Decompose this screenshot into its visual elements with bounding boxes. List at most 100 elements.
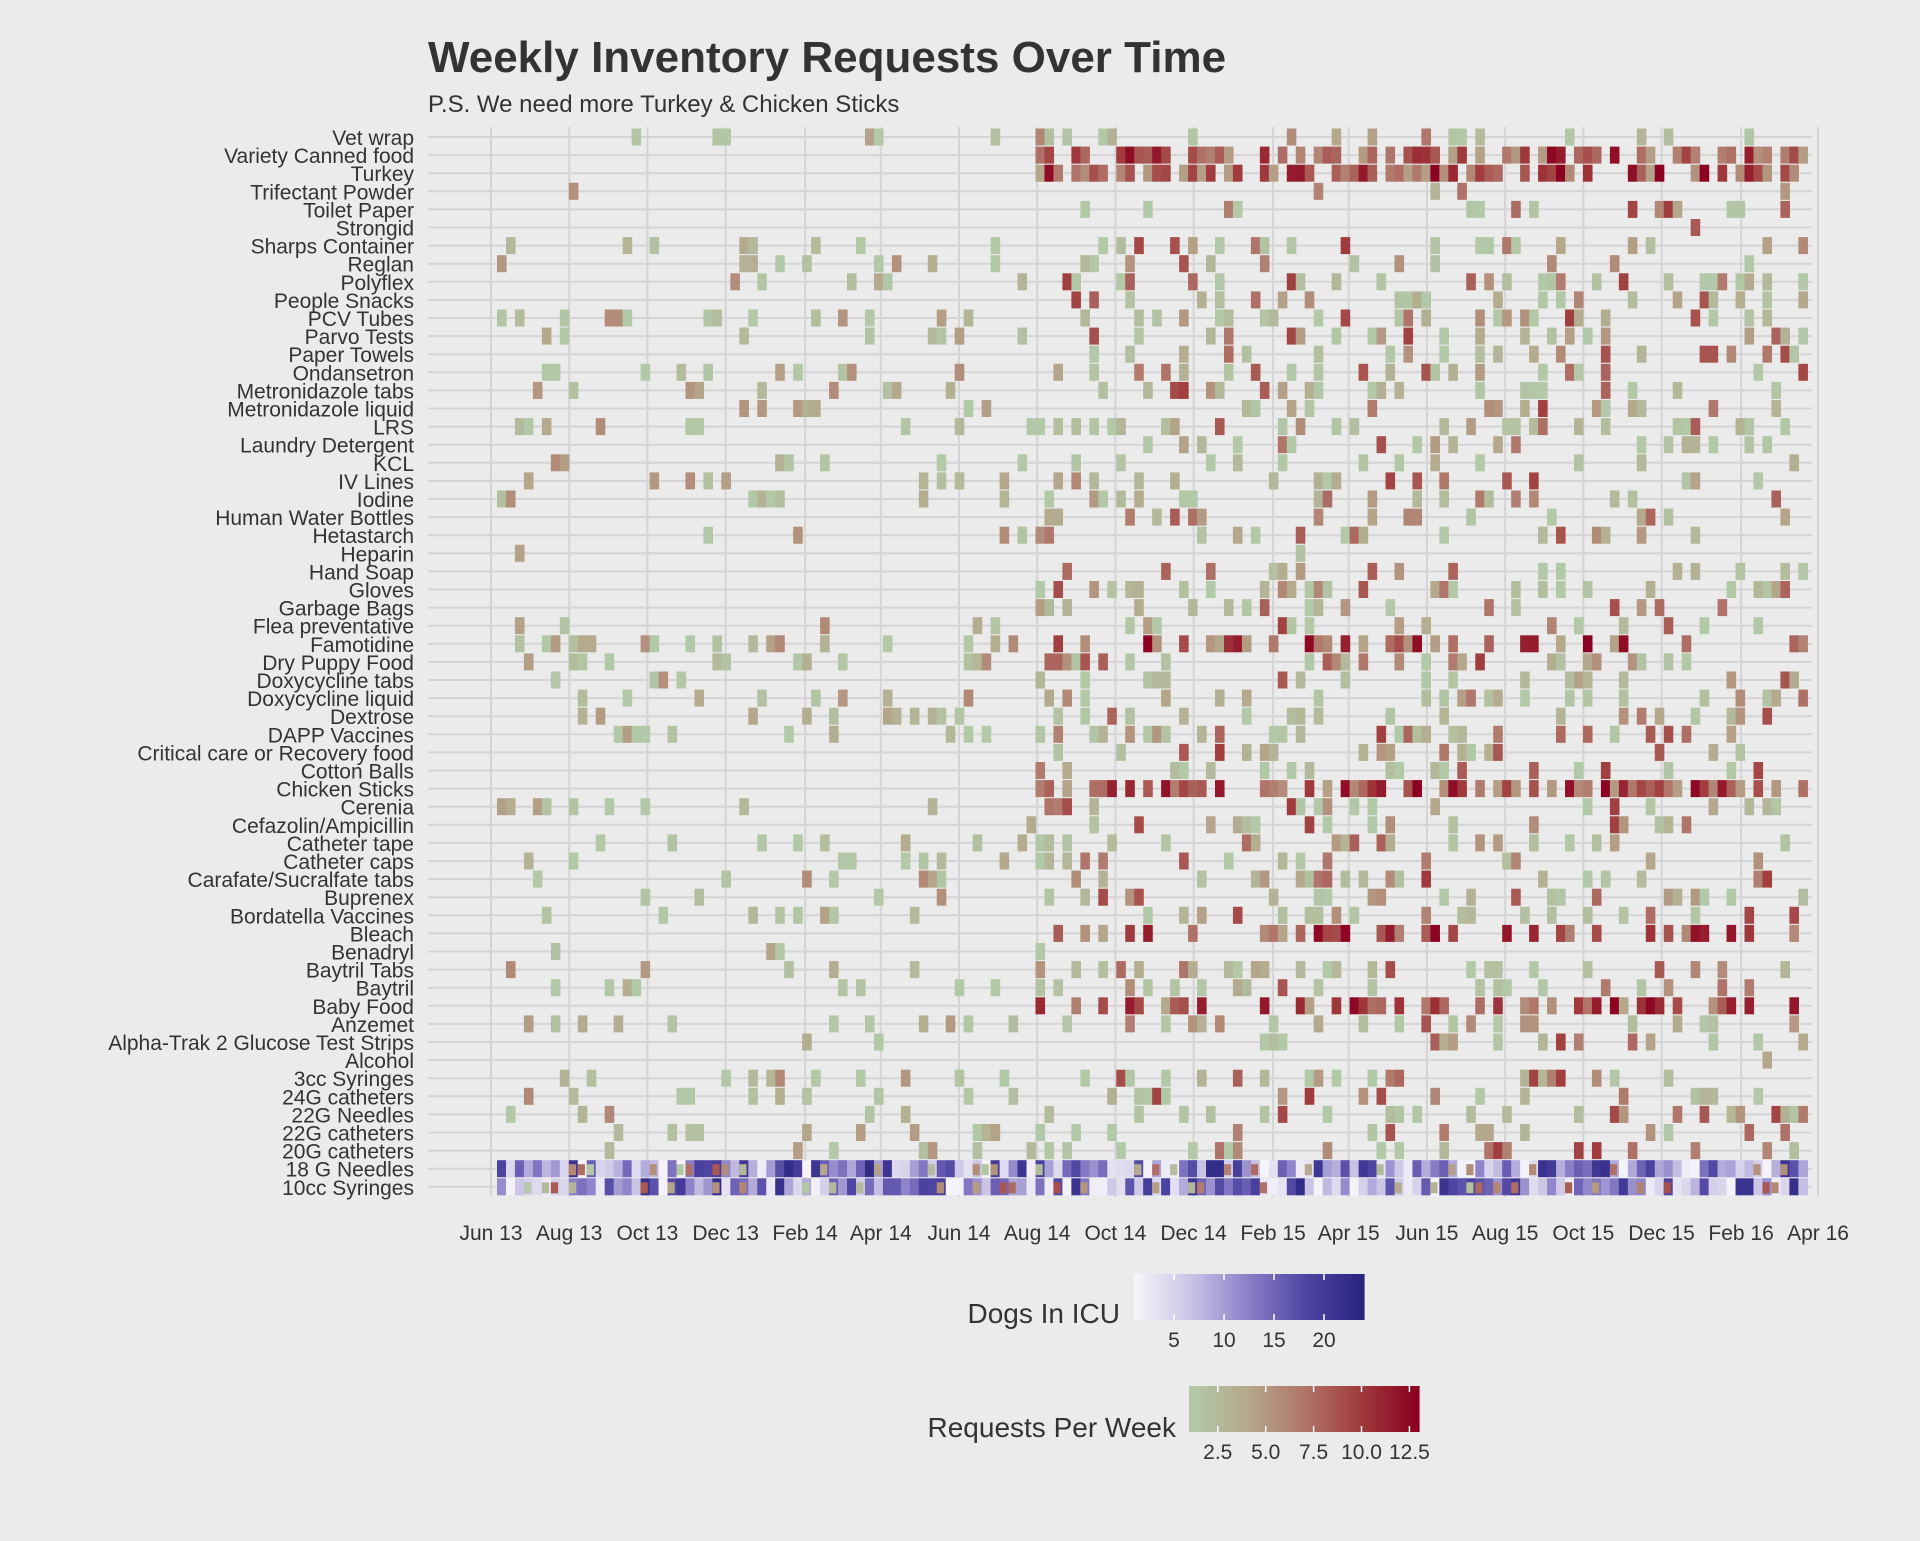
icu-cell (1250, 1178, 1261, 1196)
heatmap-cell (1206, 327, 1216, 345)
heatmap-cell (1134, 997, 1144, 1015)
heatmap-cell (1556, 707, 1566, 725)
heatmap-cell (604, 798, 615, 816)
heatmap-cell (1259, 237, 1270, 255)
heatmap-cell (918, 490, 929, 508)
heatmap-cell (1511, 436, 1521, 454)
icu-cell (1403, 1178, 1414, 1196)
heatmap-cell (1618, 906, 1629, 924)
heatmap-cell (1591, 834, 1602, 852)
heatmap-cell (523, 1182, 532, 1194)
heatmap-cell (1071, 454, 1081, 472)
heatmap-cell (954, 1069, 965, 1087)
heatmap-cell (1313, 979, 1324, 997)
heatmap-cell (1663, 128, 1674, 146)
icu-cell (945, 1178, 956, 1196)
heatmap-cell (1681, 436, 1692, 454)
heatmap-cell (1277, 1087, 1288, 1105)
heatmap-cell (604, 1142, 615, 1160)
heatmap-cell (918, 852, 929, 870)
heatmap-cell (1143, 979, 1153, 997)
heatmap-cell (1143, 436, 1153, 454)
heatmap-cell (757, 400, 767, 417)
icu-cell (1349, 1178, 1360, 1196)
heatmap-cell (802, 1124, 812, 1141)
icu-cell (1286, 1160, 1297, 1178)
icu-cell (1268, 1160, 1279, 1178)
icu-cell (1484, 1178, 1494, 1196)
heatmap-cell (1053, 924, 1064, 942)
heatmap-cell (1017, 454, 1028, 472)
heatmap-cell (1295, 924, 1306, 942)
icu-cell (1062, 1178, 1072, 1196)
heatmap-cell (981, 653, 992, 671)
icu-cell (811, 1178, 821, 1196)
heatmap-cell (1385, 599, 1396, 617)
heatmap-cell (1484, 743, 1494, 761)
heatmap-cell (1223, 146, 1234, 164)
heatmap-cell (1089, 345, 1099, 363)
heatmap-cell (1735, 780, 1746, 798)
heatmap-cell (1098, 780, 1108, 798)
heatmap-cell (1565, 128, 1575, 146)
icu-cell (1026, 1160, 1037, 1178)
legend-swatch (1153, 1274, 1158, 1320)
heatmap-cell (1538, 581, 1548, 598)
heatmap-cell (1304, 780, 1315, 798)
heatmap-cell (1609, 255, 1620, 273)
heatmap-cell (532, 870, 543, 888)
heatmap-cell (1591, 273, 1602, 291)
heatmap-cell (1565, 834, 1575, 852)
icu-cell (1582, 1178, 1593, 1196)
heatmap-cell (1376, 273, 1387, 291)
heatmap-cell (1358, 146, 1369, 164)
icu-cell (1565, 1160, 1575, 1178)
heatmap-cell (640, 888, 651, 906)
heatmap-cell (1529, 762, 1539, 779)
icu-cell (1403, 1160, 1414, 1178)
heatmap-cell (1430, 1182, 1438, 1194)
heatmap-cell (1708, 400, 1719, 417)
icu-cell (631, 1160, 642, 1178)
x-tick-label: Jun 15 (1395, 1222, 1458, 1245)
heatmap-cell (1520, 400, 1530, 417)
heatmap-cell (1080, 1069, 1090, 1087)
heatmap-cell (1690, 472, 1701, 490)
legend-swatch (1348, 1274, 1354, 1320)
heatmap-cell (1726, 780, 1737, 798)
heatmap-cell (1206, 562, 1216, 580)
heatmap-cell (900, 418, 911, 436)
heatmap-cell (1654, 816, 1665, 834)
heatmap-cell (1439, 526, 1449, 544)
heatmap-cell (1771, 581, 1782, 598)
heatmap-cell (1457, 725, 1467, 743)
heatmap-cell (1286, 273, 1297, 291)
heatmap-cell (927, 255, 938, 273)
heatmap-cell (793, 834, 803, 852)
x-axis-labels: Jun 13 Aug 13 Oct 13 Dec 13 Feb 14 Apr 14 Jun … (459, 1222, 1848, 1245)
heatmap-cell (1466, 164, 1476, 182)
icu-cell (1529, 1178, 1539, 1196)
icu-cell (1573, 1160, 1584, 1178)
icu-cell (1556, 1160, 1566, 1178)
heatmap-cell (568, 1182, 576, 1194)
icu-cell (685, 1178, 696, 1196)
heatmap-cell (1403, 327, 1414, 345)
icu-cell (864, 1178, 875, 1196)
heatmap-cell (1107, 1087, 1117, 1105)
heatmap-cell (1430, 146, 1440, 164)
icu-cell (1699, 1178, 1710, 1196)
legend-swatch (1350, 1386, 1355, 1432)
icu-cell (505, 1178, 516, 1196)
heatmap-cell (1726, 671, 1737, 689)
heatmap-cell (1466, 273, 1476, 291)
heatmap-cell (1214, 381, 1225, 399)
icu-cell (1331, 1160, 1342, 1178)
icu-cell (1798, 1160, 1808, 1178)
icu-cell (1681, 1178, 1692, 1196)
heatmap-cell (1125, 255, 1135, 273)
heatmap-cell (1556, 164, 1566, 182)
heatmap-cell (1331, 906, 1342, 924)
heatmap-cell (1241, 979, 1252, 997)
